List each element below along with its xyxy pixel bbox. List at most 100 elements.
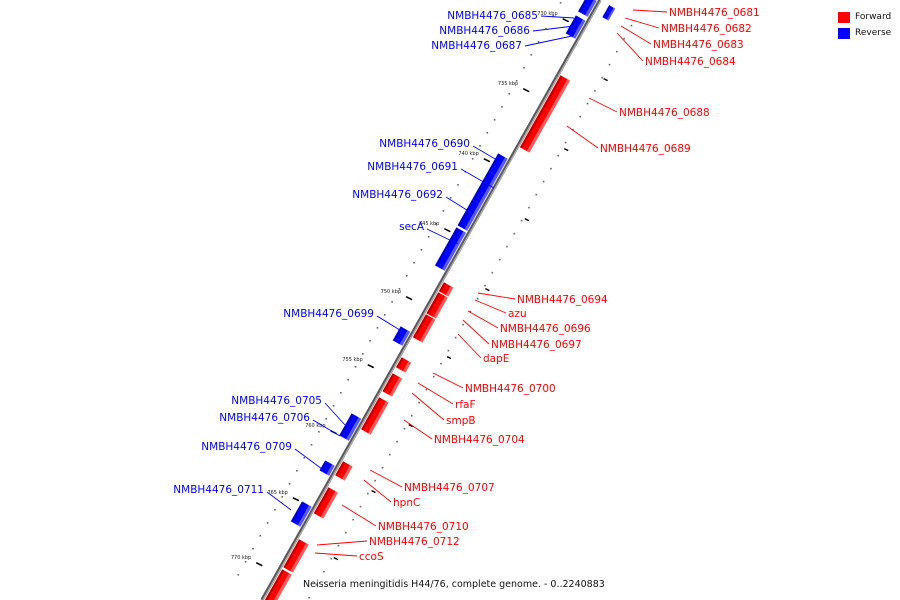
gene-label[interactable]: NMBH4476_0686 [439, 25, 530, 37]
tick-mark [483, 157, 491, 163]
gene-body [283, 553, 301, 573]
gene-highlight [549, 79, 571, 113]
position-dot [389, 453, 391, 456]
position-dot [493, 119, 496, 121]
gene-label[interactable]: rfaF [455, 399, 476, 411]
position-dot [274, 509, 276, 511]
gene-label[interactable]: NMBH4476_0710 [378, 521, 469, 533]
gene-shade [283, 553, 294, 569]
gene-label[interactable]: NMBH4476_0689 [600, 143, 691, 155]
gene-label[interactable]: NMBH4476_0687 [431, 40, 522, 52]
gene-label[interactable]: NMBH4476_0705 [231, 395, 322, 407]
gene-label[interactable]: NMBH4476_0699 [283, 308, 374, 320]
gene-label[interactable]: azu [508, 308, 527, 320]
position-dot [405, 275, 408, 277]
gene-label[interactable]: NMBH4476_0697 [491, 339, 582, 351]
position-dot [601, 76, 603, 79]
tick-label: 755 kbp [342, 357, 362, 363]
gene-label[interactable]: smpB [446, 415, 476, 427]
leader-line [411, 392, 445, 421]
gene-glyph [361, 397, 389, 435]
gene-shade [457, 199, 475, 227]
gene-highlight [438, 296, 448, 309]
gene-label[interactable]: NMBH4476_0707 [404, 482, 495, 494]
leader-line [620, 25, 652, 45]
leader-line [314, 552, 358, 557]
gene-body [420, 314, 436, 329]
position-dot [403, 427, 406, 430]
gene-label[interactable]: NMBH4476_0696 [500, 323, 591, 335]
gene-shade [412, 323, 423, 339]
gene-highlight [367, 401, 389, 435]
tick-label: 765 kbp [267, 490, 287, 496]
gene-label[interactable]: NMBH4476_0712 [369, 536, 460, 548]
gene-label[interactable]: NMBH4476_0709 [201, 441, 292, 453]
position-dot [623, 37, 625, 40]
position-dot [369, 340, 371, 342]
legend: Forward Reverse [838, 9, 891, 41]
position-dot [367, 492, 369, 495]
leader-line [524, 35, 573, 47]
position-dot [491, 271, 494, 274]
gene-highlight [271, 595, 280, 600]
gene-highlight [589, 0, 597, 9]
gene-label[interactable]: ccoS [359, 551, 384, 563]
gene-label[interactable]: NMBH4476_0704 [434, 434, 525, 446]
position-dot [323, 570, 325, 573]
genome-caption: Neisseria meningitidis H44/76, complete … [303, 579, 605, 590]
gene-label[interactable]: NMBH4476_0692 [352, 189, 443, 201]
gene-label[interactable]: NMBH4476_0684 [645, 56, 736, 68]
position-dot [559, 2, 562, 4]
position-dot [396, 440, 398, 443]
gene-label[interactable]: NMBH4476_0691 [367, 161, 458, 173]
leader-line [588, 97, 618, 113]
gene-label[interactable]: NMBH4476_0690 [379, 138, 470, 150]
gene-body [519, 107, 553, 153]
gene-highlight [494, 157, 508, 177]
gene-highlight [433, 307, 442, 319]
position-dot [288, 483, 291, 485]
gene-shade [276, 569, 285, 581]
position-dot [479, 145, 481, 147]
label-layer: NMBH4476_0681 NMBH4476_0682 NMBH4476_0683 N… [173, 7, 759, 563]
leader-line [632, 9, 668, 13]
gene-body [276, 569, 292, 585]
gene-glyph [382, 373, 403, 397]
gene-label[interactable]: NMBH4476_0683 [653, 39, 744, 51]
gene-label[interactable]: hpnC [393, 497, 420, 509]
gene-label[interactable]: NMBH4476_0681 [669, 7, 760, 19]
position-dot [542, 180, 545, 183]
leader-line [462, 319, 490, 345]
gene-shade [395, 357, 404, 369]
gene-shade [438, 282, 446, 293]
position-dot [630, 24, 633, 27]
gene-label[interactable]: NMBH4476_0685 [447, 10, 538, 22]
position-dot [484, 284, 486, 287]
gene-label[interactable]: NMBH4476_0682 [661, 23, 752, 35]
position-dot [266, 522, 269, 524]
gene-shade [335, 461, 346, 477]
tick-mark [333, 556, 339, 561]
gene-label[interactable]: NMBH4476_0706 [219, 412, 310, 424]
gene-highlight [283, 573, 292, 585]
gene-glyph [435, 227, 467, 271]
gene-body [542, 75, 571, 113]
gene-label[interactable]: NMBH4476_0694 [517, 294, 608, 306]
position-dot [281, 496, 284, 498]
gene-label[interactable]: secA [399, 221, 425, 233]
gene-highlight [441, 231, 467, 271]
gene-highlight [320, 491, 338, 519]
position-dot [447, 349, 450, 352]
gene-highlight [326, 464, 335, 476]
position-dot [418, 401, 420, 404]
tick-label: 730 kbp [537, 11, 557, 17]
tick-mark [563, 147, 569, 152]
gene-shade [578, 3, 585, 13]
gene-label[interactable]: NMBH4476_0711 [173, 484, 264, 496]
tick-label: 750 kbp [381, 289, 401, 295]
gene-highlight [297, 505, 312, 527]
gene-label[interactable]: NMBH4476_0688 [619, 107, 710, 119]
gene-label[interactable]: dapE [483, 353, 509, 365]
gene-label[interactable]: NMBH4476_0700 [465, 383, 556, 395]
tick-mark [485, 287, 490, 292]
